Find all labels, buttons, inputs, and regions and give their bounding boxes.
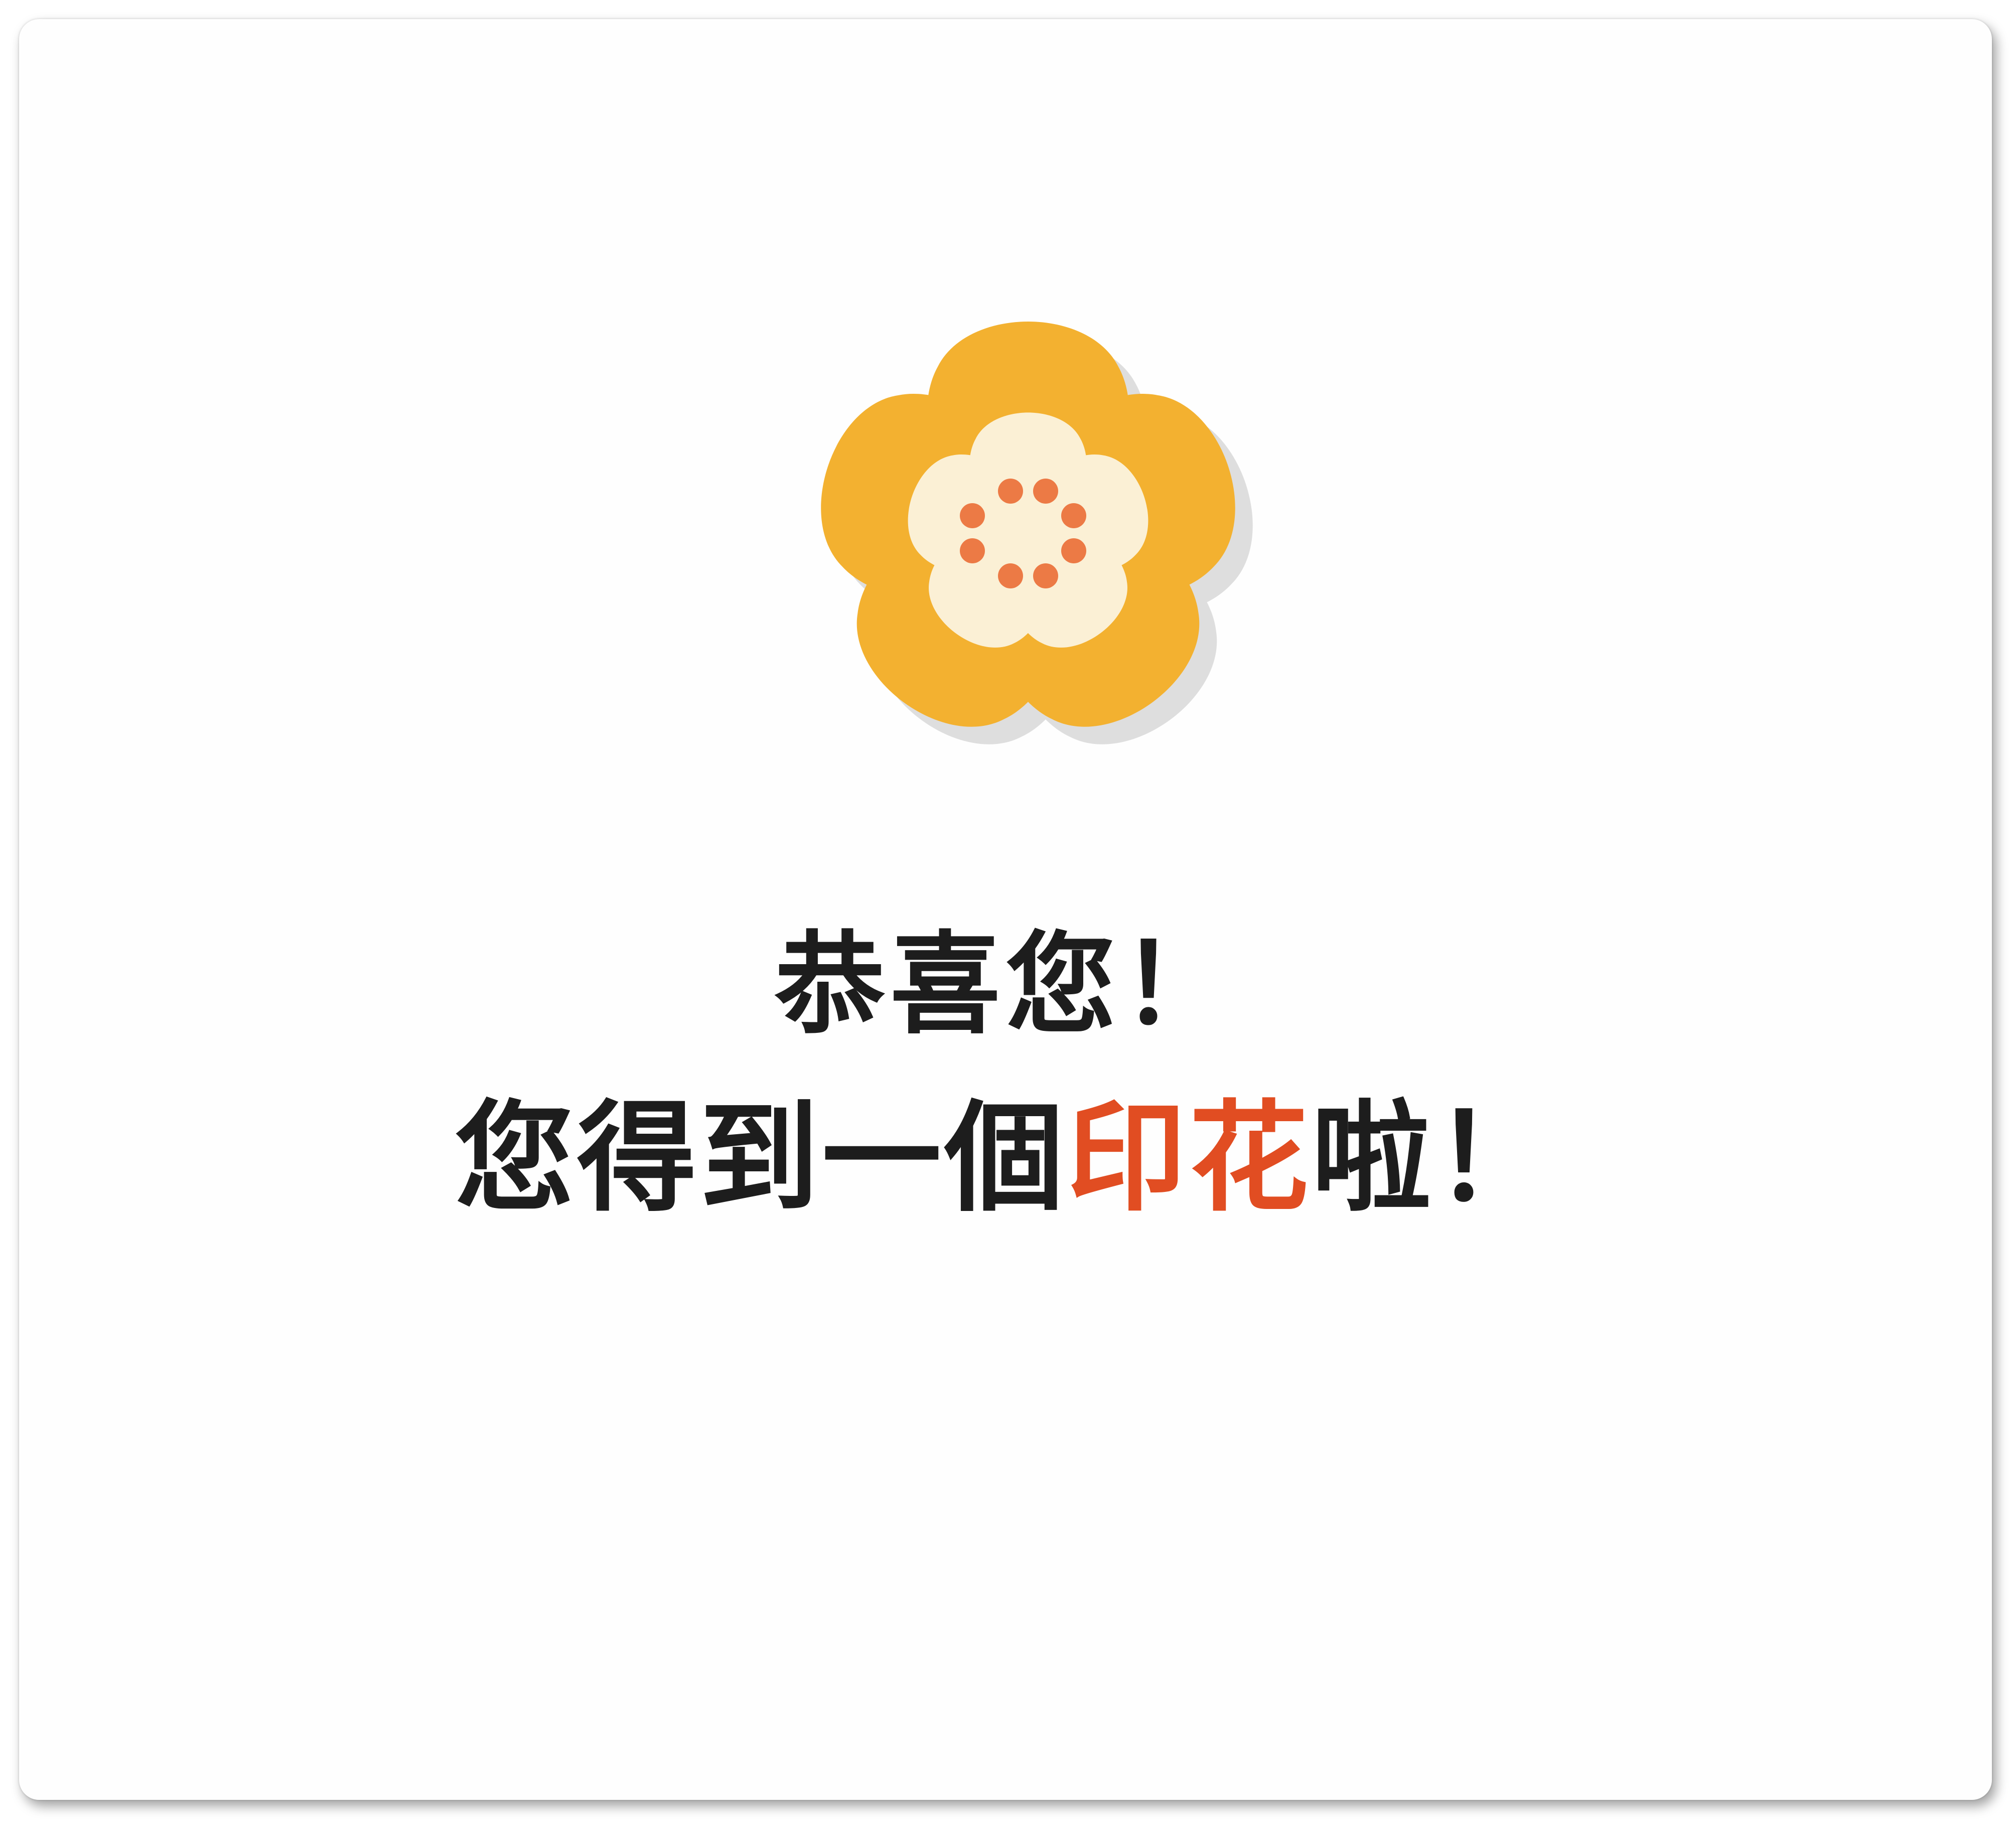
stamp-highlight: 印花 <box>1067 1089 1312 1228</box>
message-suffix: 啦！ <box>1312 1089 1556 1228</box>
stamp-reward-card: 恭喜您！ 您得到一個印花啦！ <box>19 19 1992 1800</box>
stamp-earned-message: 您得到一個印花啦！ <box>19 1079 1992 1239</box>
plum-blossom-flower-icon <box>750 264 1312 826</box>
stamen-dots <box>960 479 1086 588</box>
heading-text: 恭喜您！ <box>774 921 1236 1049</box>
message-prefix: 您得到一個 <box>455 1089 1067 1228</box>
congratulations-heading: 恭喜您！ <box>19 909 1992 1060</box>
